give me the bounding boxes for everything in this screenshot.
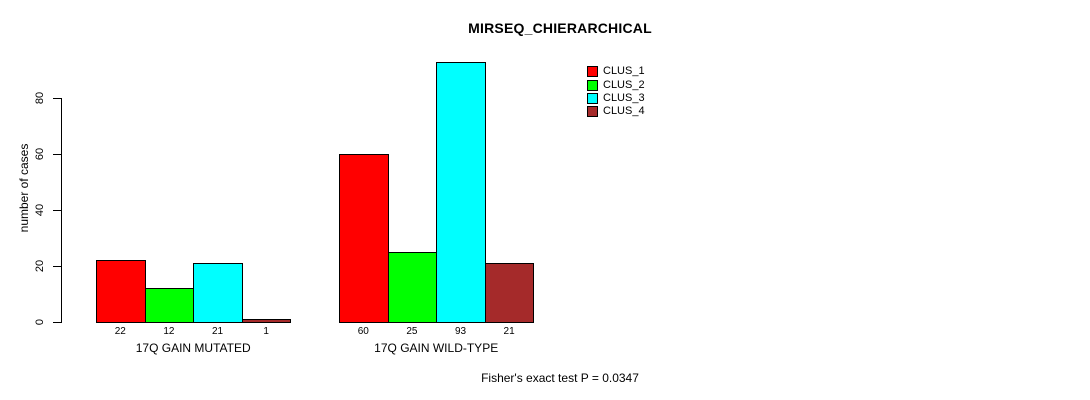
legend: CLUS_1 CLUS_2 CLUS_3 CLUS_4	[587, 65, 645, 119]
bar-value-label: 93	[454, 326, 467, 337]
y-axis-line	[61, 98, 62, 323]
legend-label: CLUS_2	[603, 78, 645, 91]
bar-value-label: 12	[163, 326, 175, 337]
y-tick	[53, 209, 61, 211]
y-tick	[53, 97, 61, 99]
legend-item-CLUS_3: CLUS_3	[587, 92, 645, 105]
legend-item-CLUS_1: CLUS_1	[587, 65, 645, 78]
bar-CLUS_2	[144, 288, 195, 323]
legend-item-CLUS_2: CLUS_2	[587, 78, 645, 91]
bar-CLUS_1	[339, 154, 389, 323]
bar-value-label: 21	[503, 326, 515, 337]
pvalue-annotation: Fisher's exact test P = 0.0347	[481, 371, 639, 385]
bar-value-label: 25	[406, 326, 418, 337]
legend-swatch-CLUS_1	[587, 66, 598, 78]
legend-label: CLUS_3	[603, 91, 645, 104]
bar-CLUS_1	[96, 260, 146, 323]
legend-label: CLUS_1	[603, 65, 645, 78]
bar-value-label: 60	[357, 326, 369, 337]
legend-swatch-CLUS_2	[587, 79, 598, 91]
y-tick	[53, 321, 61, 323]
bar-CLUS_3	[193, 263, 243, 323]
chart-title: MIRSEQ_CHIERARCHICAL	[468, 20, 652, 36]
y-axis-label: number of cases	[17, 143, 31, 233]
y-tick	[53, 265, 61, 267]
bar-value-label: 21	[211, 326, 224, 337]
y-tick-label: 20	[34, 259, 46, 273]
y-tick-label: 60	[34, 147, 46, 161]
bar-CLUS_4	[241, 319, 292, 323]
y-tick	[53, 153, 61, 155]
bar-CLUS_3	[436, 61, 486, 323]
legend-swatch-CLUS_4	[587, 106, 598, 118]
bar-CLUS_4	[484, 263, 535, 323]
y-tick-label: 0	[34, 318, 46, 326]
legend-label: CLUS_4	[603, 105, 645, 118]
y-tick-label: 80	[34, 91, 46, 105]
y-tick-label: 40	[34, 203, 46, 217]
x-group-label: 17Q GAIN WILD-TYPE	[374, 341, 499, 355]
legend-swatch-CLUS_3	[587, 92, 598, 104]
x-group-label: 17Q GAIN MUTATED	[135, 341, 251, 355]
bar-CLUS_2	[387, 252, 438, 323]
legend-item-CLUS_4: CLUS_4	[587, 105, 645, 118]
bar-value-label: 1	[263, 326, 269, 337]
bar-value-label: 22	[114, 326, 126, 337]
